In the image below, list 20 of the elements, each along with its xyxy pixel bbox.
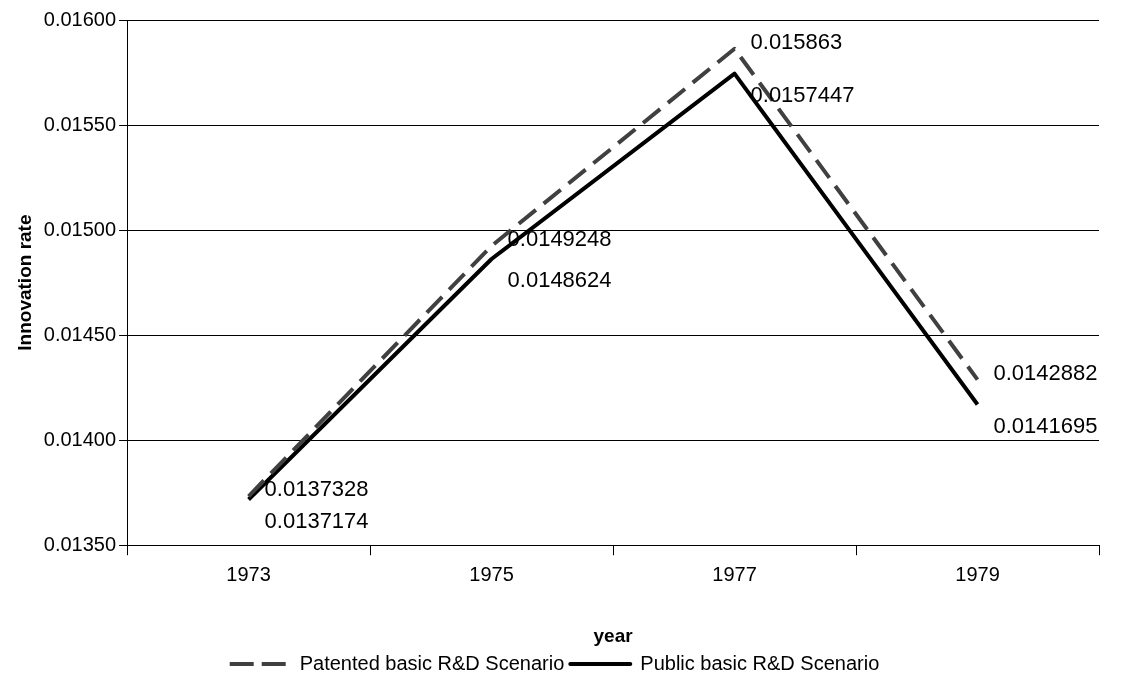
data-label: 0.015863	[750, 28, 843, 54]
data-label: 0.0142882	[993, 359, 1098, 385]
data-label: 0.0137328	[264, 476, 369, 502]
x-tick-label: 1977	[712, 562, 757, 585]
y-tick-label: 0.01350	[43, 532, 117, 555]
legend-label: Public basic R&D Scenario	[640, 651, 880, 674]
x-tick-label: 1979	[955, 562, 1000, 585]
legend-label: Patented basic R&D Scenario	[299, 651, 565, 674]
y-tick-label: 0.01500	[43, 217, 117, 240]
data-label: 0.0148624	[507, 267, 612, 293]
y-tick-label: 0.01550	[43, 112, 117, 135]
data-label: 0.0137174	[264, 507, 369, 533]
y-axis-title: Innovation rate	[13, 214, 35, 351]
y-tick-label: 0.01600	[43, 7, 117, 30]
x-tick-label: 1973	[226, 562, 271, 585]
x-tick-label: 1975	[469, 562, 514, 585]
data-label: 0.0141695	[993, 412, 1098, 438]
y-tick-label: 0.01450	[43, 322, 117, 345]
y-tick-label: 0.01400	[43, 427, 117, 450]
x-axis-title: year	[593, 624, 634, 646]
